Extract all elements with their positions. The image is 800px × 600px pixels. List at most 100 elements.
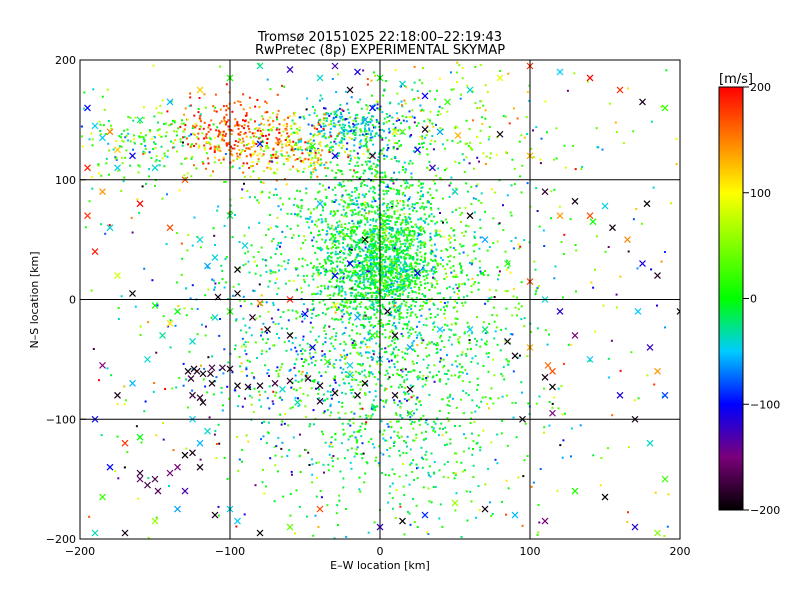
- scatter-dot: [347, 130, 350, 133]
- scatter-dot: [376, 296, 379, 299]
- scatter-dot: [352, 119, 355, 122]
- scatter-dot: [312, 299, 315, 302]
- scatter-dot: [358, 402, 361, 405]
- scatter-dot: [367, 266, 370, 269]
- scatter-dot: [362, 116, 365, 119]
- scatter-dot: [284, 139, 287, 141]
- scatter-dot: [412, 439, 415, 442]
- scatter-dot: [448, 260, 451, 263]
- scatter-dot: [317, 157, 320, 160]
- scatter-dot: [444, 169, 446, 172]
- scatter-dot: [388, 302, 391, 305]
- scatter-dot: [295, 289, 298, 292]
- scatter-dot: [433, 266, 436, 269]
- scatter-dot: [387, 425, 390, 428]
- scatter-dot: [366, 269, 369, 271]
- scatter-dot: [336, 114, 338, 117]
- scatter-dot: [367, 156, 370, 159]
- scatter-dot: [370, 204, 373, 207]
- scatter-dot: [413, 439, 416, 442]
- scatter-dot: [355, 294, 358, 297]
- scatter-dot: [395, 239, 398, 242]
- scatter-dot: [381, 246, 384, 249]
- scatter-dot: [248, 226, 250, 229]
- scatter-dot: [404, 102, 407, 105]
- scatter-dot: [365, 193, 368, 196]
- scatter-dot: [251, 142, 254, 144]
- scatter-dot: [407, 296, 410, 299]
- scatter-dot: [368, 391, 371, 393]
- scatter-dot: [220, 264, 223, 267]
- scatter-dot: [324, 341, 327, 344]
- scatter-dot: [317, 191, 320, 194]
- scatter-dot: [117, 169, 120, 172]
- scatter-dot: [371, 232, 373, 235]
- scatter-dot: [378, 122, 381, 125]
- scatter-dot: [236, 124, 239, 127]
- scatter-dot: [650, 120, 653, 123]
- scatter-dot: [386, 372, 389, 375]
- scatter-dot: [413, 479, 415, 481]
- scatter-dot: [215, 110, 218, 113]
- scatter-dot: [330, 123, 333, 126]
- scatter-dot: [381, 149, 384, 152]
- scatter-dot: [371, 168, 373, 170]
- scatter-dot: [385, 185, 388, 188]
- scatter-dot: [245, 155, 248, 158]
- scatter-dot: [316, 266, 319, 269]
- scatter-dot: [388, 455, 391, 458]
- scatter-dot: [416, 262, 419, 265]
- scatter-dot: [156, 121, 159, 124]
- scatter-dot: [462, 389, 465, 392]
- scatter-dot: [526, 455, 529, 457]
- scatter-dot: [398, 237, 401, 240]
- scatter-dot: [376, 405, 379, 408]
- scatter-dot: [202, 162, 205, 165]
- scatter-dot: [333, 240, 336, 243]
- scatter-dot: [367, 205, 370, 208]
- scatter-dot: [191, 127, 194, 130]
- scatter-dot: [389, 228, 392, 231]
- scatter-dot: [264, 134, 267, 137]
- scatter-dot: [315, 269, 318, 271]
- scatter-dot: [231, 129, 234, 132]
- scatter-dot: [217, 145, 220, 148]
- scatter-dot: [387, 501, 390, 504]
- scatter-dot: [349, 159, 352, 162]
- scatter-dot: [410, 220, 413, 223]
- scatter-dot: [375, 333, 378, 335]
- scatter-dot: [372, 196, 375, 199]
- scatter-dot: [454, 275, 457, 278]
- scatter-dot: [264, 364, 267, 367]
- scatter-dot: [337, 169, 340, 172]
- scatter-dot: [225, 256, 228, 259]
- scatter-dot: [425, 277, 428, 280]
- scatter-dot: [335, 115, 338, 118]
- scatter-dot: [371, 119, 374, 122]
- scatter-dot: [416, 325, 418, 328]
- scatter-dot: [601, 148, 604, 151]
- scatter-dot: [354, 114, 357, 117]
- scatter-dot: [426, 281, 429, 284]
- scatter-dot: [484, 117, 487, 120]
- scatter-dot: [410, 234, 413, 237]
- scatter-dot: [329, 294, 332, 296]
- scatter-dot: [352, 125, 355, 128]
- scatter-dot: [381, 274, 384, 277]
- scatter-dot: [375, 291, 378, 293]
- scatter-dot: [334, 194, 337, 196]
- scatter-dot: [306, 264, 309, 267]
- scatter-dot: [385, 245, 388, 248]
- scatter-dot: [380, 274, 383, 277]
- scatter-dot: [448, 328, 451, 331]
- scatter-dot: [356, 272, 359, 274]
- scatter-dot: [374, 240, 377, 243]
- scatter-dot: [428, 500, 431, 503]
- scatter-dot: [362, 172, 365, 175]
- scatter-dot: [241, 149, 244, 152]
- scatter-dot: [259, 274, 262, 277]
- scatter-dot: [361, 203, 364, 206]
- scatter-dot: [373, 250, 376, 253]
- scatter-dot: [398, 449, 401, 452]
- scatter-dot: [208, 124, 211, 127]
